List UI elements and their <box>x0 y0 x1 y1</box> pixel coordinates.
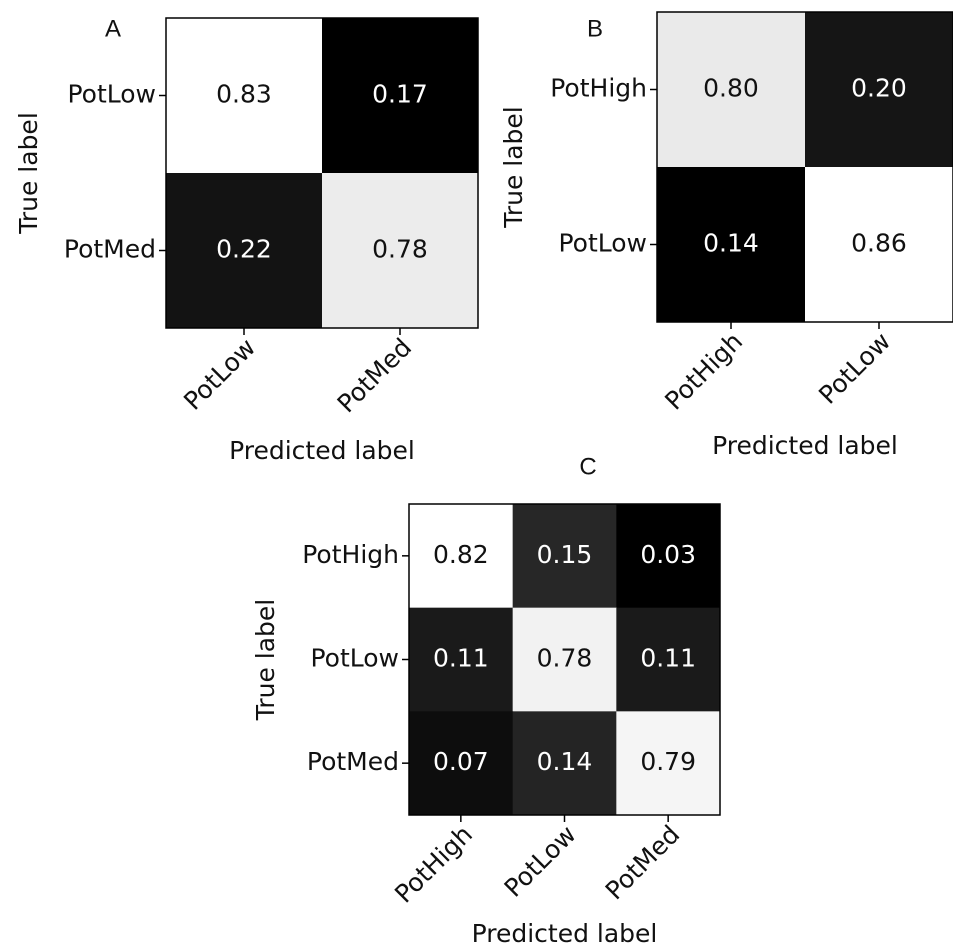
y-tick-label: PotMed <box>307 747 399 776</box>
cell <box>657 12 806 168</box>
cell <box>616 504 721 609</box>
cell <box>657 167 806 323</box>
cell-label: 0.78 <box>372 235 428 264</box>
frame <box>165 17 479 329</box>
cell-label: 0.03 <box>640 540 696 569</box>
cell-label: 0.80 <box>703 74 759 103</box>
cell-label: 0.15 <box>537 540 593 569</box>
cell-label: 0.82 <box>433 540 489 569</box>
cell <box>512 711 617 816</box>
x-axis-label: Predicted label <box>712 431 898 460</box>
cell-label: 0.79 <box>640 747 696 776</box>
cell-label: 0.78 <box>537 644 593 673</box>
y-axis-label: True label <box>14 112 43 235</box>
cell-label: 0.11 <box>433 644 489 673</box>
cell <box>409 607 514 712</box>
y-tick-label: PotLow <box>558 229 647 258</box>
x-tick-label: PotMed <box>600 820 686 906</box>
cell-label: 0.83 <box>216 80 272 109</box>
x-tick-label: PotLow <box>499 820 582 903</box>
cell-label: 0.14 <box>703 229 759 258</box>
y-tick-label: PotMed <box>64 235 156 264</box>
cell <box>616 607 721 712</box>
cell <box>616 711 721 816</box>
cell <box>409 504 514 609</box>
cell <box>166 173 323 329</box>
x-axis-label: Predicted label <box>229 436 415 465</box>
x-tick-label: PotMed <box>332 333 418 419</box>
cell-label: 0.22 <box>216 235 272 264</box>
frame <box>656 11 953 323</box>
cell-label: 0.14 <box>537 747 593 776</box>
cell <box>409 711 514 816</box>
x-tick-label: PotLow <box>813 327 896 410</box>
x-tick-label: PotLow <box>178 333 261 416</box>
panel-title: A <box>105 15 121 42</box>
cell-label: 0.20 <box>851 74 907 103</box>
y-axis-label: True label <box>499 106 528 229</box>
x-tick-label: PotHigh <box>659 327 748 416</box>
cell-label: 0.17 <box>372 80 428 109</box>
cell <box>805 167 953 323</box>
panel-title: C <box>579 453 596 480</box>
x-axis-label: Predicted label <box>472 919 658 948</box>
cell <box>322 18 479 174</box>
cell-label: 0.07 <box>433 747 489 776</box>
panel-title: B <box>587 15 603 42</box>
y-tick-label: PotLow <box>67 80 156 109</box>
cell <box>805 12 953 168</box>
y-tick-label: PotHigh <box>550 74 647 103</box>
cell <box>322 173 479 329</box>
cell <box>166 18 323 174</box>
cell <box>512 504 617 609</box>
cell-label: 0.86 <box>851 229 907 258</box>
x-tick-label: PotHigh <box>389 820 478 909</box>
y-axis-label: True label <box>251 599 280 722</box>
cell <box>512 607 617 712</box>
cell-label: 0.11 <box>640 644 696 673</box>
y-tick-label: PotHigh <box>302 540 399 569</box>
y-tick-label: PotLow <box>310 644 399 673</box>
